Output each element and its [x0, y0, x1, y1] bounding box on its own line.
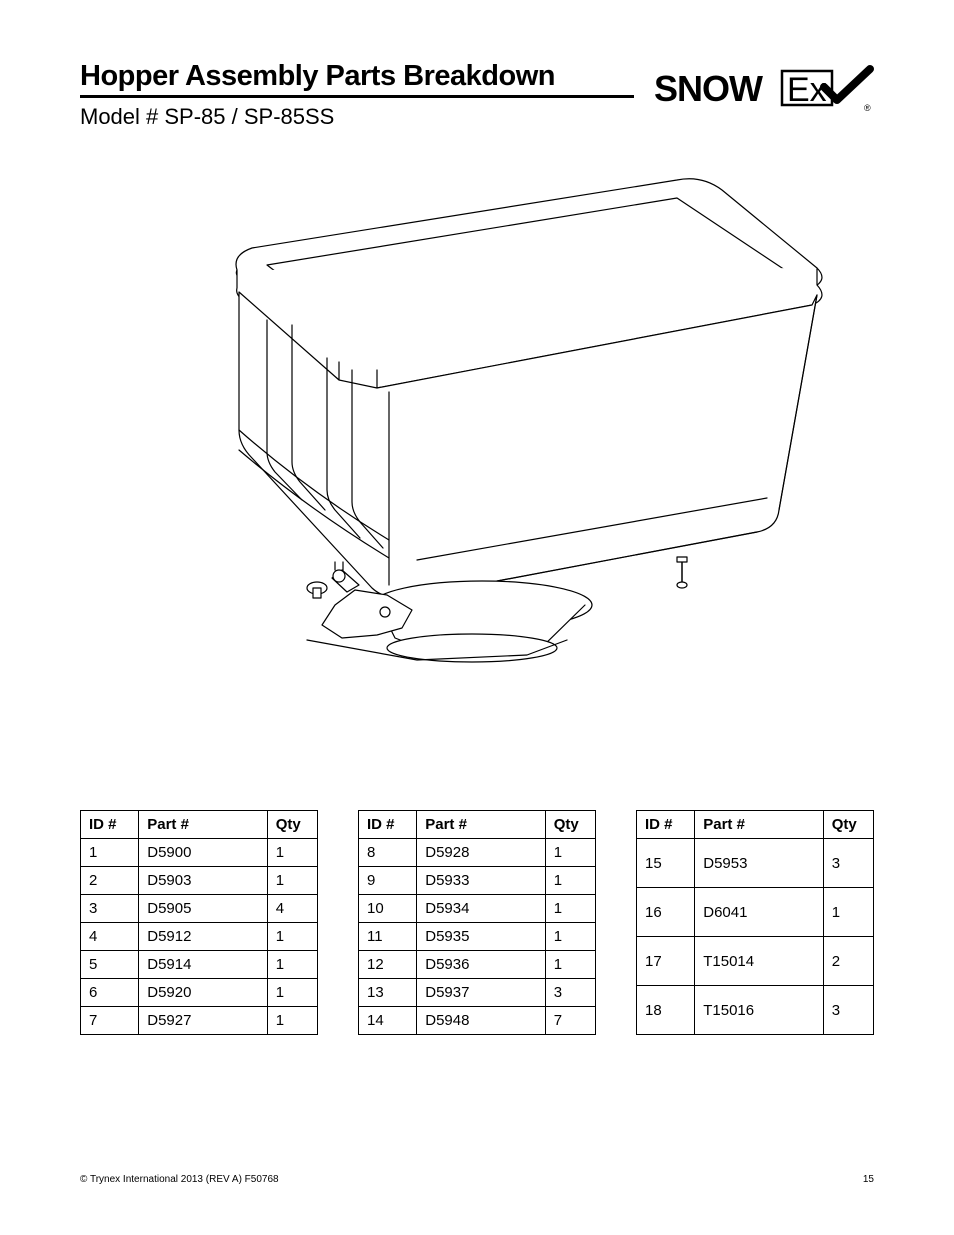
page-number: 15	[863, 1174, 874, 1185]
table-row: 7D59271	[81, 1007, 318, 1035]
cell-part: D5928	[417, 839, 546, 867]
cell-id: 16	[637, 888, 695, 937]
cell-id: 12	[359, 951, 417, 979]
column-header: ID #	[637, 811, 695, 839]
table-row: 9D59331	[359, 867, 596, 895]
table-row: 11D59351	[359, 923, 596, 951]
page-title: Hopper Assembly Parts Breakdown	[80, 60, 634, 98]
column-header: Qty	[823, 811, 873, 839]
cell-id: 17	[637, 937, 695, 986]
table-row: 14D59487	[359, 1007, 596, 1035]
cell-qty: 1	[267, 923, 317, 951]
table-row: 13D59373	[359, 979, 596, 1007]
cell-qty: 1	[267, 1007, 317, 1035]
column-header: Qty	[267, 811, 317, 839]
cell-part: D5914	[139, 951, 268, 979]
cell-part: D5905	[139, 895, 268, 923]
cell-id: 7	[81, 1007, 139, 1035]
cell-qty: 2	[823, 937, 873, 986]
model-subtitle: Model # SP-85 / SP-85SS	[80, 104, 634, 130]
parts-table-3: ID #Part #Qty15D5953316D6041117T15014218…	[636, 810, 874, 1035]
table-row: 16D60411	[637, 888, 874, 937]
cell-qty: 1	[267, 979, 317, 1007]
cell-qty: 3	[823, 839, 873, 888]
cell-id: 3	[81, 895, 139, 923]
logo-text-snow: SNOW	[654, 68, 763, 109]
column-header: ID #	[359, 811, 417, 839]
parts-table-2: ID #Part #Qty8D592819D5933110D5934111D59…	[358, 810, 596, 1035]
cell-id: 9	[359, 867, 417, 895]
cell-id: 1	[81, 839, 139, 867]
cell-part: D5953	[695, 839, 824, 888]
hopper-diagram	[80, 160, 874, 680]
cell-id: 13	[359, 979, 417, 1007]
cell-id: 10	[359, 895, 417, 923]
table-row: 6D59201	[81, 979, 318, 1007]
cell-qty: 1	[545, 951, 595, 979]
table-row: 4D59121	[81, 923, 318, 951]
cell-part: D5920	[139, 979, 268, 1007]
snowex-logo: SNOW Ex ®	[654, 65, 874, 120]
cell-id: 11	[359, 923, 417, 951]
cell-qty: 1	[267, 867, 317, 895]
cell-part: D5948	[417, 1007, 546, 1035]
cell-id: 5	[81, 951, 139, 979]
table-row: 12D59361	[359, 951, 596, 979]
table-row: 1D59001	[81, 839, 318, 867]
cell-part: D5935	[417, 923, 546, 951]
cell-id: 14	[359, 1007, 417, 1035]
page-footer: © Trynex International 2013 (REV A) F507…	[80, 1174, 874, 1185]
cell-part: D5927	[139, 1007, 268, 1035]
cell-part: D5903	[139, 867, 268, 895]
cell-qty: 4	[267, 895, 317, 923]
cell-part: T15016	[695, 986, 824, 1035]
cell-id: 6	[81, 979, 139, 1007]
table-row: 15D59533	[637, 839, 874, 888]
copyright-text: © Trynex International 2013 (REV A) F507…	[80, 1174, 279, 1185]
table-row: 17T150142	[637, 937, 874, 986]
title-block: Hopper Assembly Parts Breakdown Model # …	[80, 60, 634, 130]
cell-qty: 1	[545, 867, 595, 895]
cell-part: D5933	[417, 867, 546, 895]
cell-id: 15	[637, 839, 695, 888]
parts-table-1: ID #Part #Qty1D590012D590313D590544D5912…	[80, 810, 318, 1035]
cell-part: D5900	[139, 839, 268, 867]
table-row: 18T150163	[637, 986, 874, 1035]
cell-qty: 7	[545, 1007, 595, 1035]
cell-qty: 1	[545, 895, 595, 923]
cell-qty: 1	[823, 888, 873, 937]
column-header: Part #	[695, 811, 824, 839]
column-header: Part #	[417, 811, 546, 839]
cell-id: 8	[359, 839, 417, 867]
cell-part: D5937	[417, 979, 546, 1007]
cell-part: D5912	[139, 923, 268, 951]
table-row: 3D59054	[81, 895, 318, 923]
column-header: Qty	[545, 811, 595, 839]
table-row: 10D59341	[359, 895, 596, 923]
parts-tables: ID #Part #Qty1D590012D590313D590544D5912…	[80, 810, 874, 1035]
cell-part: D6041	[695, 888, 824, 937]
cell-qty: 3	[823, 986, 873, 1035]
cell-qty: 3	[545, 979, 595, 1007]
cell-part: D5934	[417, 895, 546, 923]
svg-text:®: ®	[864, 103, 871, 113]
page-header: Hopper Assembly Parts Breakdown Model # …	[80, 60, 874, 130]
cell-part: T15014	[695, 937, 824, 986]
cell-qty: 1	[545, 923, 595, 951]
cell-id: 4	[81, 923, 139, 951]
cell-qty: 1	[267, 951, 317, 979]
table-row: 8D59281	[359, 839, 596, 867]
logo-text-ex: Ex	[787, 71, 827, 109]
column-header: Part #	[139, 811, 268, 839]
cell-part: D5936	[417, 951, 546, 979]
table-row: 5D59141	[81, 951, 318, 979]
cell-id: 2	[81, 867, 139, 895]
cell-id: 18	[637, 986, 695, 1035]
cell-qty: 1	[267, 839, 317, 867]
table-row: 2D59031	[81, 867, 318, 895]
cell-qty: 1	[545, 839, 595, 867]
column-header: ID #	[81, 811, 139, 839]
